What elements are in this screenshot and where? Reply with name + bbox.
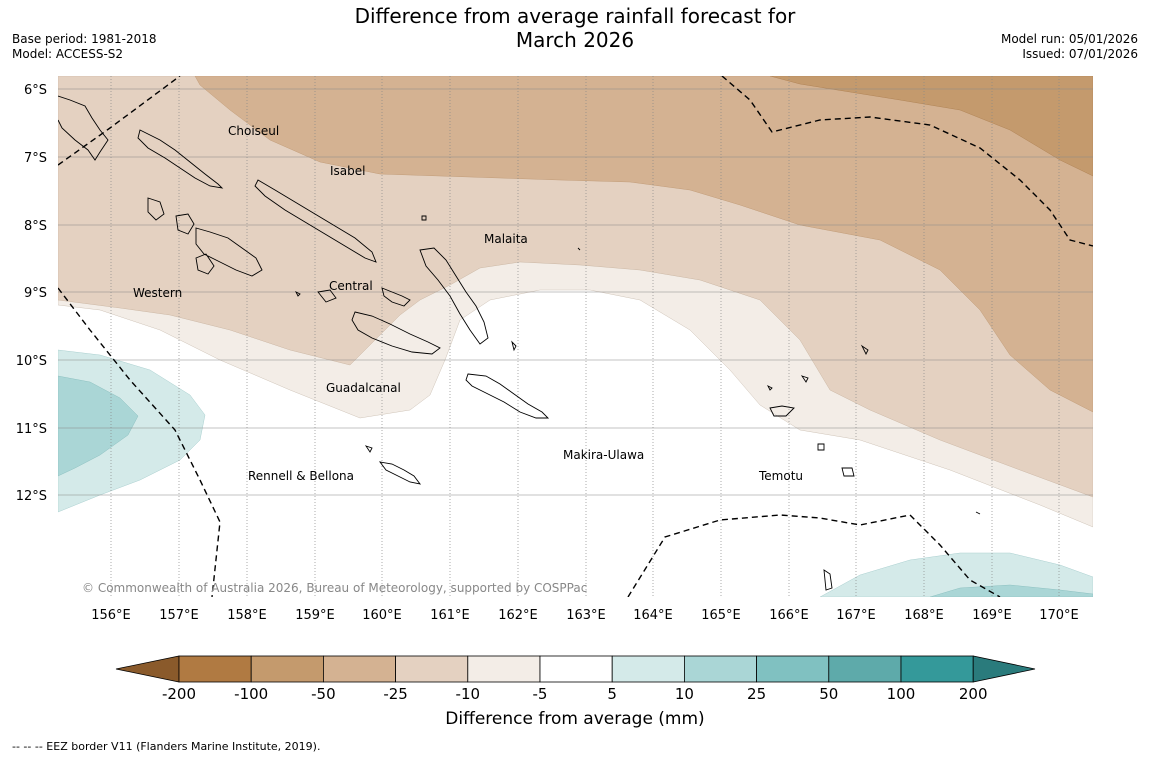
band-10-25-southeast bbox=[929, 584, 1093, 597]
lon-label: 170°E bbox=[1039, 608, 1079, 623]
lon-label: 162°E bbox=[498, 608, 538, 623]
lat-label: 7°S bbox=[24, 151, 47, 166]
colorbar-segment bbox=[322, 655, 396, 683]
colorbar-segment bbox=[684, 655, 758, 683]
colorbar-tick-label: -50 bbox=[311, 685, 336, 703]
label-guadalcanal: Guadalcanal bbox=[326, 381, 401, 395]
lon-label: 167°E bbox=[836, 608, 876, 623]
lat-label: 9°S bbox=[24, 286, 47, 301]
colorbar-tick-label: -25 bbox=[383, 685, 408, 703]
colorbar-segment bbox=[178, 655, 252, 683]
graticule bbox=[58, 88, 1093, 496]
colorbar-title: Difference from average (mm) bbox=[445, 709, 705, 729]
colorbar-tick-label: 25 bbox=[747, 685, 766, 703]
malaita-island bbox=[419, 247, 489, 345]
colorbar-tick-label: -10 bbox=[456, 685, 481, 703]
model-name: Model: ACCESS-S2 bbox=[12, 47, 124, 61]
run-info: Model run: 05/01/2026 Issued: 07/01/2026 bbox=[1001, 32, 1138, 62]
label-western: Western bbox=[133, 286, 182, 300]
choiseul-island bbox=[137, 129, 224, 189]
colorbar-segment bbox=[250, 655, 324, 683]
lon-label: 164°E bbox=[633, 608, 673, 623]
lon-label: 157°E bbox=[159, 608, 199, 623]
label-malaita: Malaita bbox=[484, 232, 528, 246]
colorbar-tick-label: -200 bbox=[162, 685, 196, 703]
latitude-labels: 6°S 7°S 8°S 9°S 10°S 11°S 12°S bbox=[16, 83, 47, 504]
colorbar-segment bbox=[467, 655, 541, 683]
lon-label: 168°E bbox=[904, 608, 944, 623]
lon-label: 166°E bbox=[769, 608, 809, 623]
colorbar-segment bbox=[756, 655, 830, 683]
lon-label: 159°E bbox=[295, 608, 335, 623]
colorbar-tick-label: 200 bbox=[959, 685, 988, 703]
colorbar-tick-label: -5 bbox=[533, 685, 548, 703]
colorbar-segment bbox=[900, 655, 974, 683]
label-makira-ulawa: Makira-Ulawa bbox=[563, 448, 644, 462]
band-5-10-southeast bbox=[819, 552, 1093, 597]
label-temotu: Temotu bbox=[758, 469, 803, 483]
colorbar-segment bbox=[611, 655, 685, 683]
base-period: Base period: 1981-2018 bbox=[12, 32, 157, 46]
lon-label: 156°E bbox=[91, 608, 131, 623]
bougainville-island bbox=[58, 95, 109, 161]
colorbar-tick-label: 10 bbox=[675, 685, 694, 703]
band-minus50-minus25 bbox=[194, 76, 1093, 413]
eez-footnote: -- -- -- EEZ border V11 (Flanders Marine… bbox=[12, 740, 321, 753]
lon-label: 160°E bbox=[362, 608, 402, 623]
colorbar-segment bbox=[828, 655, 902, 683]
band-minus100-minus50 bbox=[769, 76, 1093, 177]
label-central: Central bbox=[329, 279, 373, 293]
eez-border bbox=[58, 76, 1093, 597]
region-labels: Choiseul Isabel Malaita Western Central … bbox=[133, 124, 803, 483]
temotu-islands bbox=[769, 344, 869, 591]
copyright-notice: © Commonwealth of Australia 2026, Bureau… bbox=[82, 581, 587, 595]
small-islands bbox=[294, 215, 981, 515]
lon-label: 161°E bbox=[430, 608, 470, 623]
forecast-shading: Choiseul Isabel Malaita Western Central … bbox=[58, 76, 1093, 597]
label-isabel: Isabel bbox=[330, 164, 365, 178]
colorbar-segment bbox=[539, 655, 613, 683]
rennell-island bbox=[378, 461, 422, 485]
issued-date: Issued: 07/01/2026 bbox=[1022, 47, 1138, 61]
colorbar-tick-label: 100 bbox=[887, 685, 916, 703]
lon-label: 163°E bbox=[566, 608, 606, 623]
colorbar bbox=[115, 655, 1036, 683]
lat-label: 12°S bbox=[16, 489, 47, 504]
colorbar-segment bbox=[395, 655, 469, 683]
central-islands bbox=[317, 287, 411, 307]
lat-label: 10°S bbox=[16, 354, 47, 369]
coastlines bbox=[58, 95, 981, 591]
lon-label: 169°E bbox=[972, 608, 1012, 623]
title-line-1: Difference from average rainfall forecas… bbox=[354, 4, 796, 28]
colorbar-tick-labels: -200 -100 -50 -25 -10 -5 5 10 25 50 100 200 bbox=[162, 685, 988, 703]
label-rennell-bellona: Rennell & Bellona bbox=[248, 469, 354, 483]
longitude-labels: 156°E 157°E 158°E 159°E 160°E 161°E 162°… bbox=[91, 608, 1079, 623]
lat-label: 6°S bbox=[24, 83, 47, 98]
chart-title: Difference from average rainfall forecas… bbox=[0, 4, 1150, 52]
isabel-island bbox=[254, 179, 377, 263]
lon-label: 165°E bbox=[701, 608, 741, 623]
new-georgia-islands bbox=[147, 197, 263, 277]
guadalcanal-island bbox=[351, 311, 441, 355]
makira-island bbox=[465, 373, 550, 419]
colorbar-tick-label: 50 bbox=[819, 685, 838, 703]
colorbar-extend-high bbox=[972, 655, 1036, 683]
band-10-25-west bbox=[58, 375, 139, 477]
colorbar-tick-label: -100 bbox=[234, 685, 268, 703]
colorbar-tick-label: 5 bbox=[607, 685, 617, 703]
lat-label: 11°S bbox=[16, 422, 47, 437]
model-run-date: Model run: 05/01/2026 bbox=[1000, 32, 1138, 46]
title-line-2: March 2026 bbox=[515, 28, 635, 52]
lon-label: 158°E bbox=[227, 608, 267, 623]
lat-label: 8°S bbox=[24, 219, 47, 234]
label-choiseul: Choiseul bbox=[228, 124, 279, 138]
model-info: Base period: 1981-2018 Model: ACCESS-S2 bbox=[12, 32, 157, 62]
colorbar-extend-low bbox=[115, 655, 180, 683]
